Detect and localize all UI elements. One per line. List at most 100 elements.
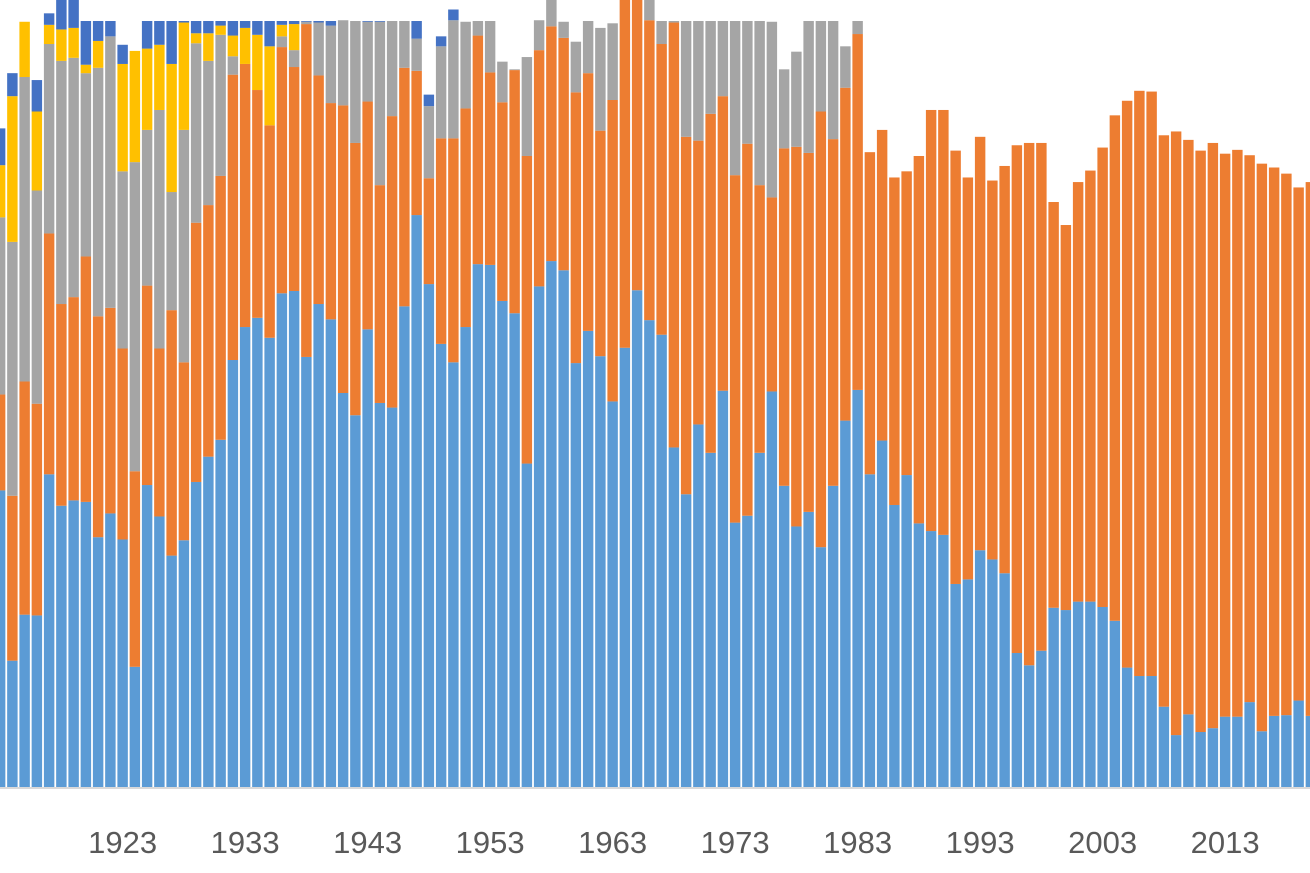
- bar-segment-2020-s1: [1305, 715, 1310, 788]
- bar-segment-2003-s2: [1097, 147, 1108, 607]
- x-tick-label-1973: 1973: [701, 825, 770, 860]
- bar-segment-1935-s5: [264, 21, 275, 47]
- bar-segment-2009-s2: [1170, 131, 1182, 736]
- bar-segment-2019-s1: [1293, 700, 1304, 788]
- bar-segment-1923-s2: [117, 348, 128, 540]
- bar-segment-1924-s2: [129, 471, 141, 667]
- bar-segment-1915-s2: [19, 381, 30, 615]
- bar-segment-1930-s2: [203, 205, 214, 457]
- bar-segment-1957-s1: [533, 286, 545, 788]
- bar-segment-1968-s1: [668, 447, 680, 788]
- bar-segment-1962-s2: [595, 130, 606, 357]
- bar-segment-1944-s1: [374, 402, 386, 788]
- bar-segment-1918-s5: [56, 0, 67, 30]
- bar-segment-1919-s2: [68, 297, 79, 501]
- bar-segment-2001-s1: [1072, 601, 1084, 788]
- bar-segment-2010-s2: [1183, 139, 1194, 715]
- bar-segment-1954-s1: [497, 300, 508, 788]
- x-tick-label-1963: 1963: [578, 825, 647, 860]
- bar-segment-1944-s5: [374, 21, 386, 22]
- bar-segment-1959-s2: [558, 37, 569, 271]
- bar-segment-1973-s1: [729, 522, 741, 788]
- bar-segment-1920-s2: [80, 256, 92, 502]
- bar-segment-1926-s5: [154, 21, 165, 45]
- bar-segment-1950-s1: [448, 362, 459, 788]
- bar-segment-1986-s1: [889, 504, 900, 788]
- bar-segment-1961-s1: [582, 330, 594, 788]
- bar-segment-1971-s1: [705, 452, 716, 788]
- bar-segment-1937-s3: [288, 50, 300, 68]
- bar-segment-2011-s2: [1195, 150, 1206, 733]
- bar-segment-1932-s2: [227, 74, 239, 361]
- bar-segment-1978-s2: [791, 146, 802, 527]
- bar-segment-1934-s4: [252, 34, 263, 91]
- bar-segment-1928-s1: [178, 540, 190, 788]
- bar-segment-2006-s2: [1134, 90, 1145, 677]
- bar-segment-1948-s5: [423, 94, 435, 107]
- bar-segment-1938-s2: [301, 24, 312, 357]
- bar-segment-1925-s1: [141, 485, 153, 788]
- bar-segment-1960-s2: [570, 92, 582, 364]
- bar-segment-1976-s2: [766, 197, 778, 392]
- bar-segment-1923-s5: [117, 44, 128, 64]
- bar-segment-1981-s1: [827, 485, 839, 788]
- bar-segment-1935-s1: [264, 337, 275, 788]
- bar-segment-1978-s1: [791, 526, 802, 788]
- bar-segment-1940-s3: [325, 25, 337, 104]
- bar-segment-1913-s4: [0, 165, 6, 218]
- bar-segment-1979-s1: [803, 511, 814, 788]
- bar-segment-1954-s3: [497, 61, 508, 103]
- bar-segment-1980-s2: [815, 111, 827, 548]
- bar-segment-1931-s3: [215, 34, 226, 176]
- bar-segment-1942-s2: [350, 142, 361, 416]
- bar-segment-2008-s1: [1158, 706, 1170, 788]
- bar-segment-1922-s2: [105, 307, 116, 514]
- bar-segment-1931-s4: [215, 25, 226, 35]
- bar-segment-1998-s1: [1036, 650, 1047, 788]
- bar-segment-1984-s1: [864, 474, 876, 788]
- bar-segment-1926-s1: [154, 516, 165, 788]
- bar-segment-1920-s5: [80, 21, 92, 65]
- bar-segment-1967-s2: [656, 44, 667, 335]
- bar-segment-1963-s2: [607, 100, 618, 402]
- bar-segment-1998-s2: [1036, 142, 1047, 651]
- bar-segment-1979-s2: [803, 152, 814, 512]
- bar-segment-1931-s2: [215, 175, 226, 440]
- bar-segment-1943-s5: [362, 21, 373, 22]
- bar-segment-1945-s2: [386, 116, 398, 408]
- bar-segment-1990-s1: [938, 534, 949, 788]
- bar-segment-1948-s3: [423, 106, 435, 179]
- bar-segment-1965-s1: [631, 290, 643, 788]
- x-tick-label-1933: 1933: [211, 825, 280, 860]
- bar-segment-1924-s1: [129, 666, 141, 788]
- bar-segment-1943-s1: [362, 329, 373, 788]
- bar-segment-1924-s4: [129, 50, 141, 163]
- bar-segment-1927-s1: [166, 555, 177, 788]
- bar-segment-1933-s4: [239, 27, 251, 64]
- bar-segment-1927-s3: [166, 192, 177, 311]
- bar-segment-1976-s1: [766, 391, 778, 788]
- bar-segment-1936-s5: [276, 21, 288, 25]
- bar-segment-1917-s1: [43, 474, 55, 788]
- bar-segment-1949-s1: [435, 343, 447, 788]
- bar-segment-1946-s2: [399, 67, 410, 307]
- bar-segment-1951-s1: [460, 327, 471, 788]
- bar-segment-1937-s2: [288, 67, 300, 291]
- bar-segment-1935-s4: [264, 46, 275, 126]
- bar-segment-2011-s1: [1195, 732, 1206, 788]
- bar-segment-1956-s3: [521, 57, 533, 156]
- bar-segment-1967-s3: [656, 21, 667, 45]
- bar-segment-1936-s4: [276, 24, 288, 37]
- bar-segment-1933-s1: [239, 327, 251, 788]
- bar-segment-2000-s2: [1060, 225, 1072, 611]
- bar-segment-2015-s2: [1244, 155, 1255, 703]
- bar-segment-1922-s3: [105, 36, 116, 308]
- bar-segment-1988-s2: [913, 155, 925, 524]
- bar-segment-1985-s1: [876, 440, 888, 788]
- bar-segment-1964-s1: [619, 347, 631, 788]
- bar-segment-1915-s4: [19, 21, 30, 77]
- bar-segment-1969-s1: [680, 494, 692, 788]
- bar-segment-1927-s5: [166, 21, 177, 64]
